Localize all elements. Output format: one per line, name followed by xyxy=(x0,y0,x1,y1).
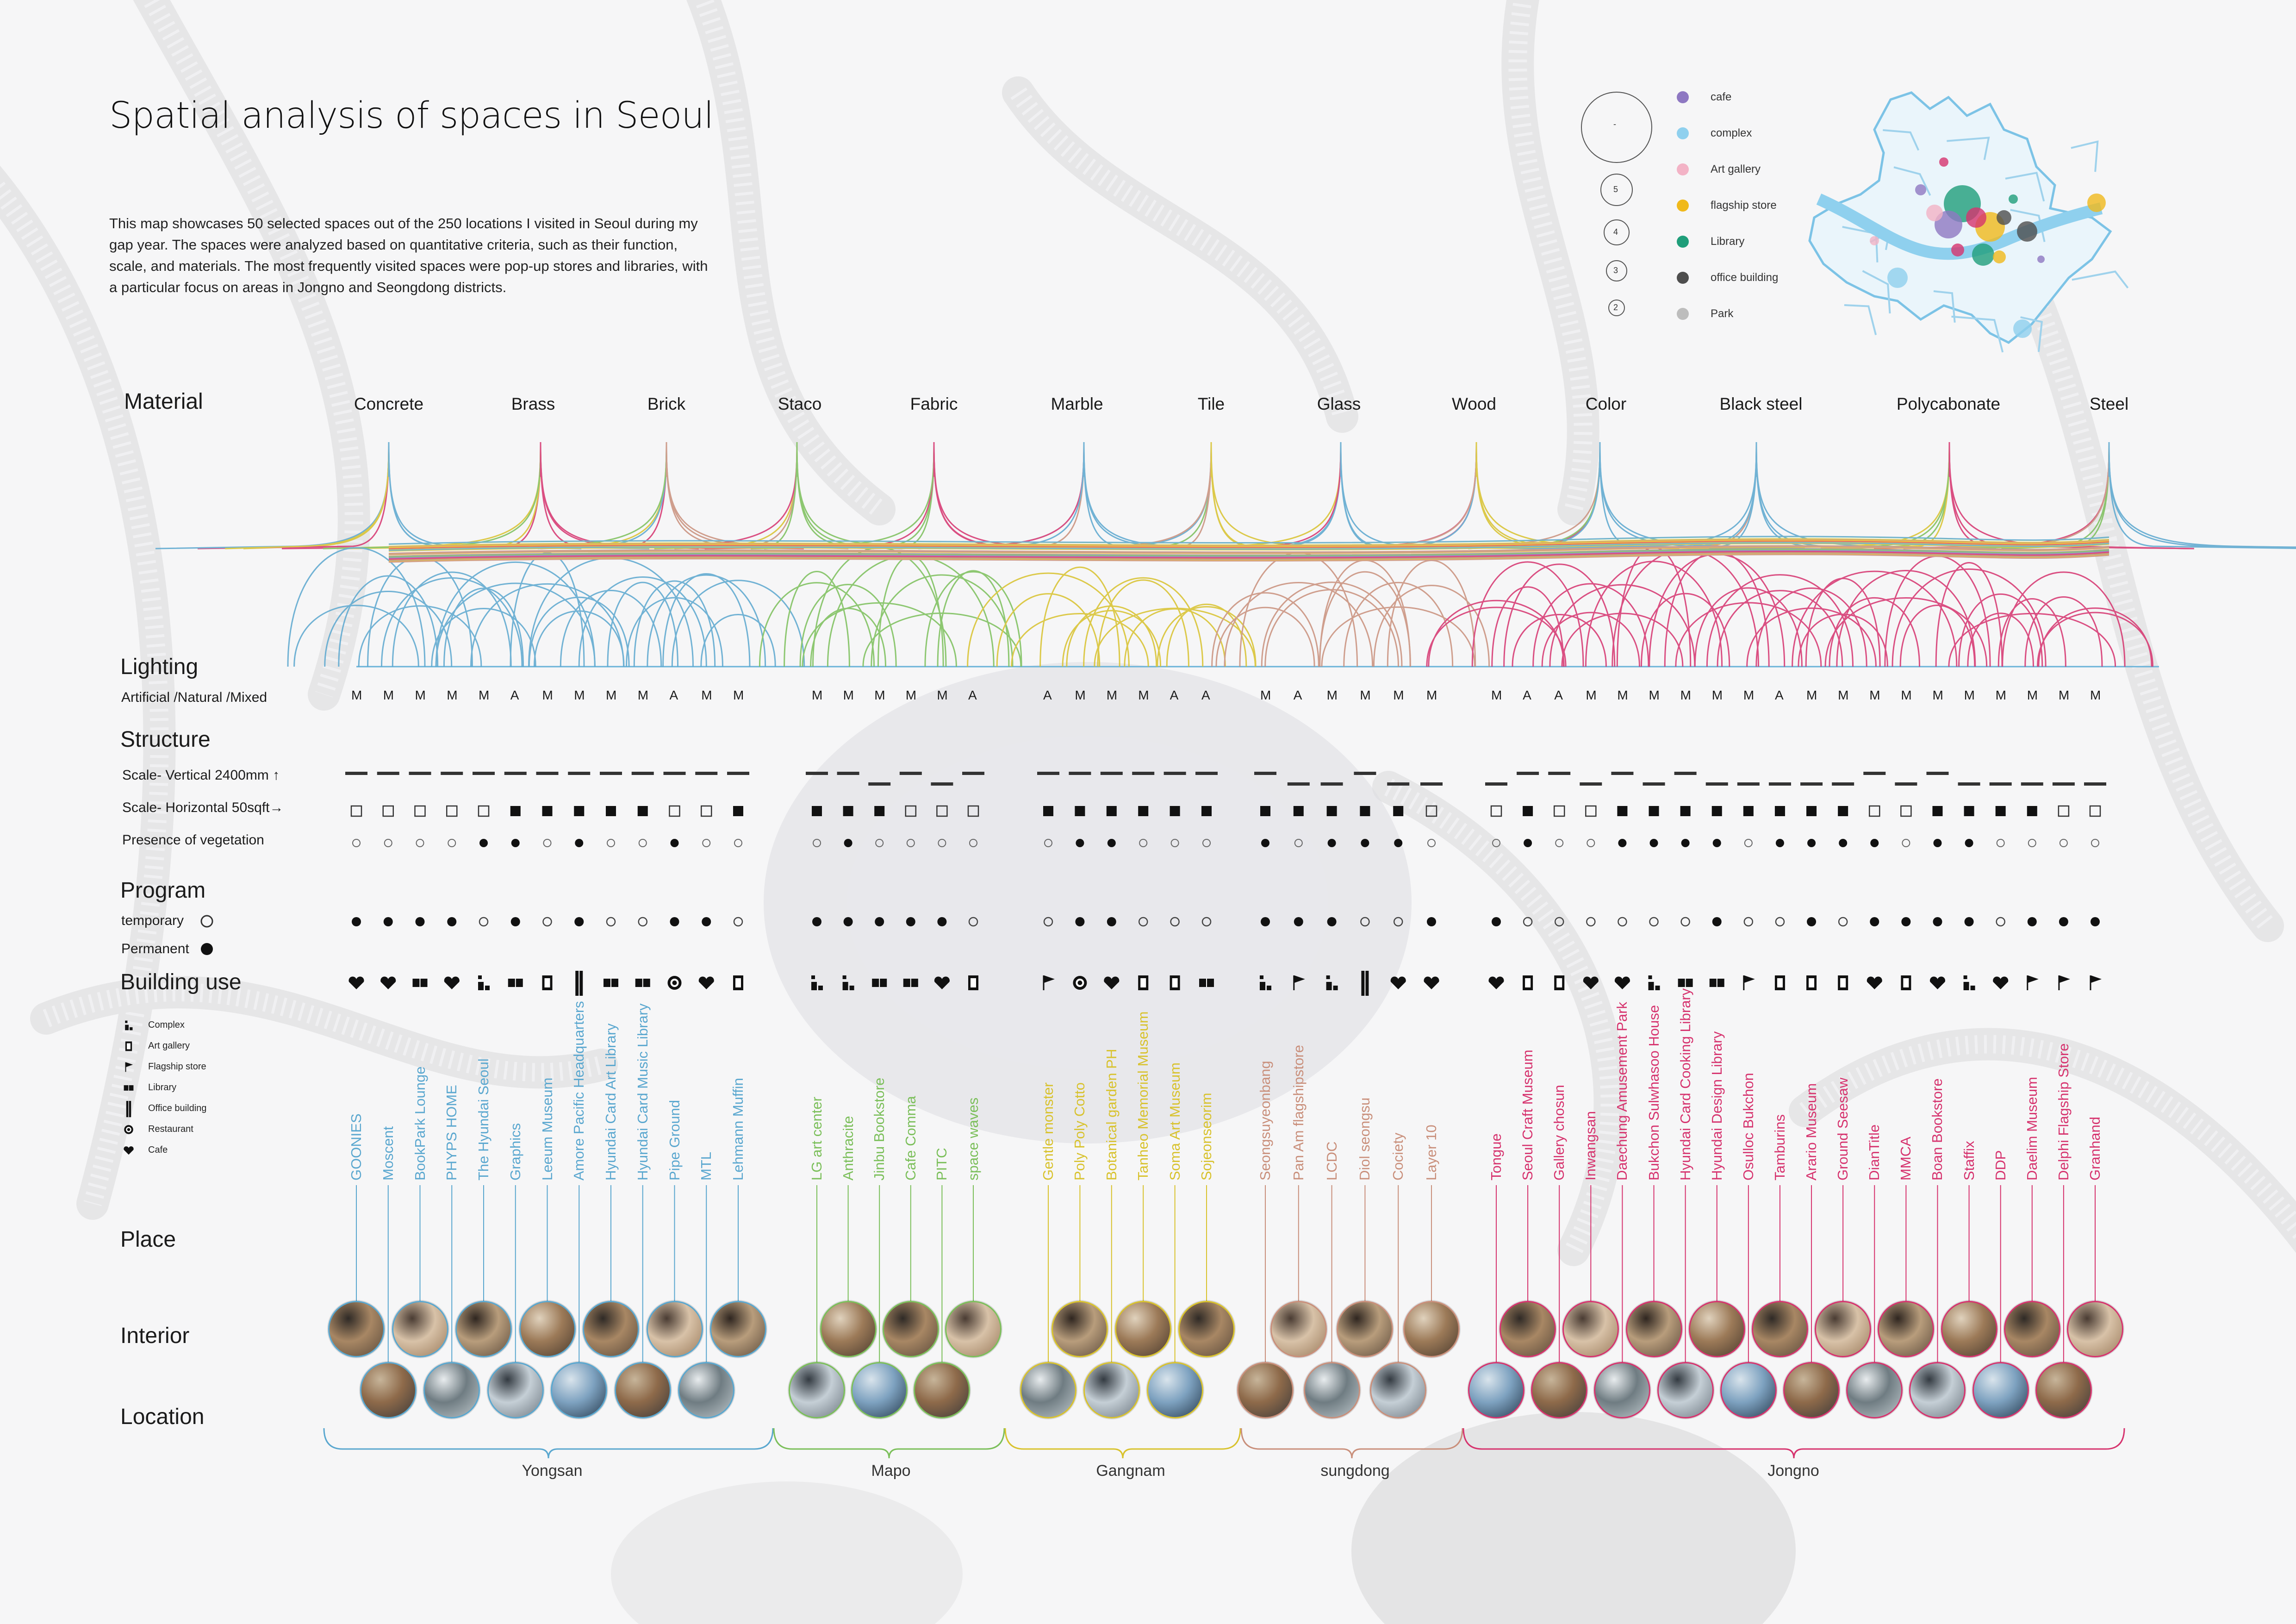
complex-icon xyxy=(125,1021,132,1031)
use-legend-label-6: Cafe xyxy=(148,1145,168,1156)
district-sungdong: sungdong xyxy=(1320,1462,1389,1480)
district-jongno: Jongno xyxy=(1767,1462,1819,1480)
restaurant-icon xyxy=(124,1125,133,1134)
district-gangnam: Gangnam xyxy=(1096,1462,1165,1480)
library-icon xyxy=(124,1085,134,1091)
use-legend-label-0: Complex xyxy=(148,1020,185,1031)
cafe-heart-icon xyxy=(124,1146,134,1155)
use-legend-label-2: Flagship store xyxy=(148,1062,206,1072)
flagship-flag-icon xyxy=(126,1062,133,1072)
district-yongsan: Yongsan xyxy=(522,1462,582,1480)
art-gallery-icon xyxy=(125,1042,132,1051)
use-legend-label-4: Office building xyxy=(148,1103,206,1114)
district-mapo: Mapo xyxy=(871,1462,910,1480)
use-legend-label-3: Library xyxy=(148,1082,176,1093)
use-legend-label-1: Art gallery xyxy=(148,1041,190,1051)
use-legend-label-5: Restaurant xyxy=(148,1124,193,1135)
office-building-icon xyxy=(126,1101,131,1117)
